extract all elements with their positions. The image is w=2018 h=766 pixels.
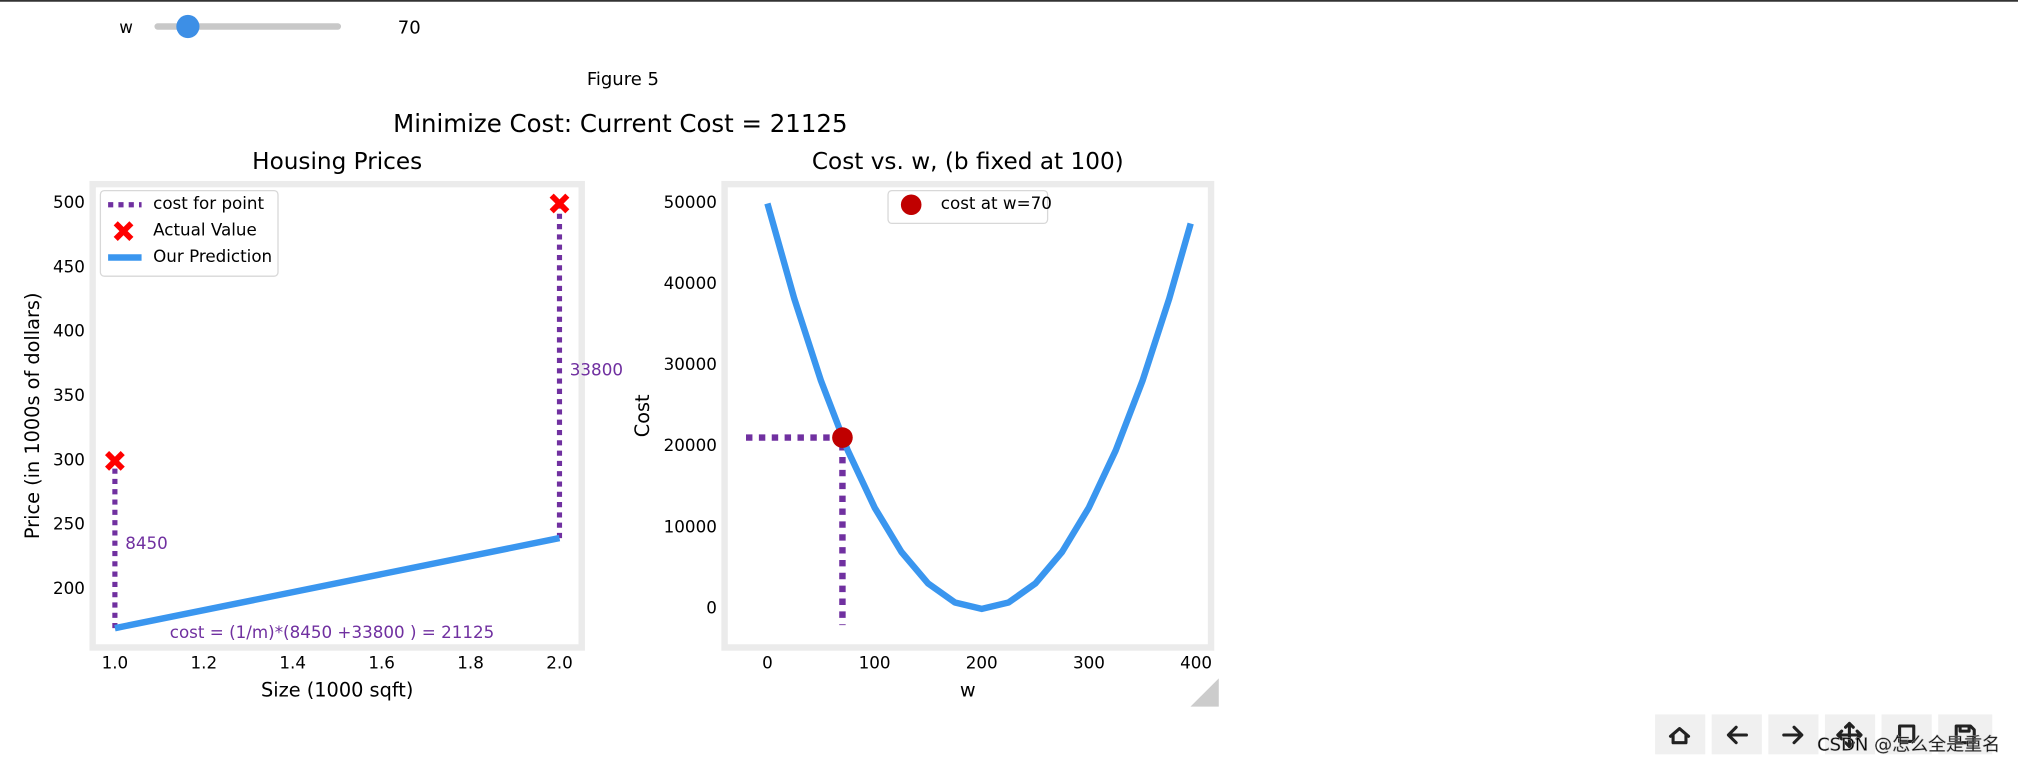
legend-label: Our Prediction	[153, 246, 272, 266]
chart-title: Housing Prices	[252, 149, 422, 175]
toolbar	[1655, 714, 1993, 755]
y-tick-label: 30000	[664, 354, 717, 374]
save-button[interactable]	[1938, 714, 1993, 755]
y-tick-label: 40000	[664, 273, 717, 293]
chart-title: Cost vs. w, (b fixed at 100)	[812, 149, 1124, 175]
y-tick-label: 0	[706, 597, 717, 617]
x-tick-label: 400	[1180, 653, 1212, 673]
y-tick-label: 450	[53, 256, 85, 276]
x-tick-label: 300	[1073, 653, 1105, 673]
back-icon	[1726, 725, 1748, 745]
forward-icon	[1782, 725, 1804, 745]
x-axis-label: Size (1000 sqft)	[261, 679, 413, 702]
x-tick-label: 0	[762, 653, 773, 673]
y-tick-label: 250	[53, 514, 85, 534]
line	[114, 534, 561, 632]
pan-icon	[1836, 721, 1863, 749]
x-tick-label: 1.4	[279, 653, 306, 673]
x-axis-label: w	[960, 679, 976, 702]
legend-label: cost for point	[153, 193, 264, 213]
resize-handle[interactable]	[1190, 678, 1219, 707]
x-tick-label: 200	[966, 653, 998, 673]
legend-label: Actual Value	[153, 220, 257, 240]
y-tick-label: 400	[53, 321, 85, 341]
y-tick-label: 10000	[664, 516, 717, 536]
y-tick-label: 500	[53, 192, 85, 212]
plot-frame	[721, 180, 1215, 651]
x-tick-label: 2.0	[546, 653, 573, 673]
zoom-icon	[1898, 724, 1916, 743]
legend-box	[887, 189, 1049, 225]
legend-label: cost at w=70	[941, 193, 1052, 213]
x-tick-label: 1.8	[457, 653, 484, 673]
y-axis-label: Price (in 1000s of dollars)	[21, 293, 44, 540]
cost-marker	[832, 427, 853, 448]
cost-label: 33800	[570, 359, 623, 379]
y-tick-label: 50000	[664, 192, 717, 212]
y-tick-label: 350	[53, 385, 85, 405]
chart: Cost vs. w, (b fixed at 100) w Cost 0 100 200…	[631, 149, 1215, 702]
y-tick-label: 200	[53, 578, 85, 598]
legend-swatch	[113, 221, 134, 242]
zoom-button[interactable]	[1881, 714, 1932, 755]
annotation: cost = (1/m)*(8450 +33800 ) = 21125	[170, 622, 495, 642]
x-tick-label: 100	[859, 653, 891, 673]
figure-label: Figure 5	[587, 69, 659, 90]
y-tick-label: 20000	[664, 435, 717, 455]
actual-marker	[105, 450, 125, 471]
legend-swatch	[900, 194, 922, 216]
save-icon	[1954, 724, 1976, 745]
x-tick-label: 1.6	[368, 653, 395, 673]
suptitle: Minimize Cost: Current Cost = 21125	[393, 109, 847, 138]
slider-handle[interactable]	[176, 14, 200, 39]
slider-value: 70	[398, 17, 421, 38]
x-tick-label: 1.2	[191, 653, 218, 673]
cost-label: 8450	[125, 533, 168, 553]
y-tick-label: 300	[53, 449, 85, 469]
y-axis-label: Cost	[631, 394, 654, 437]
home-button[interactable]	[1655, 714, 1706, 755]
legend-box	[99, 189, 279, 277]
chart: Housing Prices Size (1000 sqft) Price (in …	[21, 149, 623, 702]
line	[764, 202, 1194, 613]
watermark: CSDN @怎么全是重名	[1817, 734, 2000, 755]
x-tick-label: 1.0	[102, 653, 129, 673]
home-icon	[1668, 727, 1691, 745]
slider-label: w	[119, 17, 133, 37]
slider-track[interactable]	[154, 23, 342, 30]
actual-marker	[549, 193, 570, 214]
